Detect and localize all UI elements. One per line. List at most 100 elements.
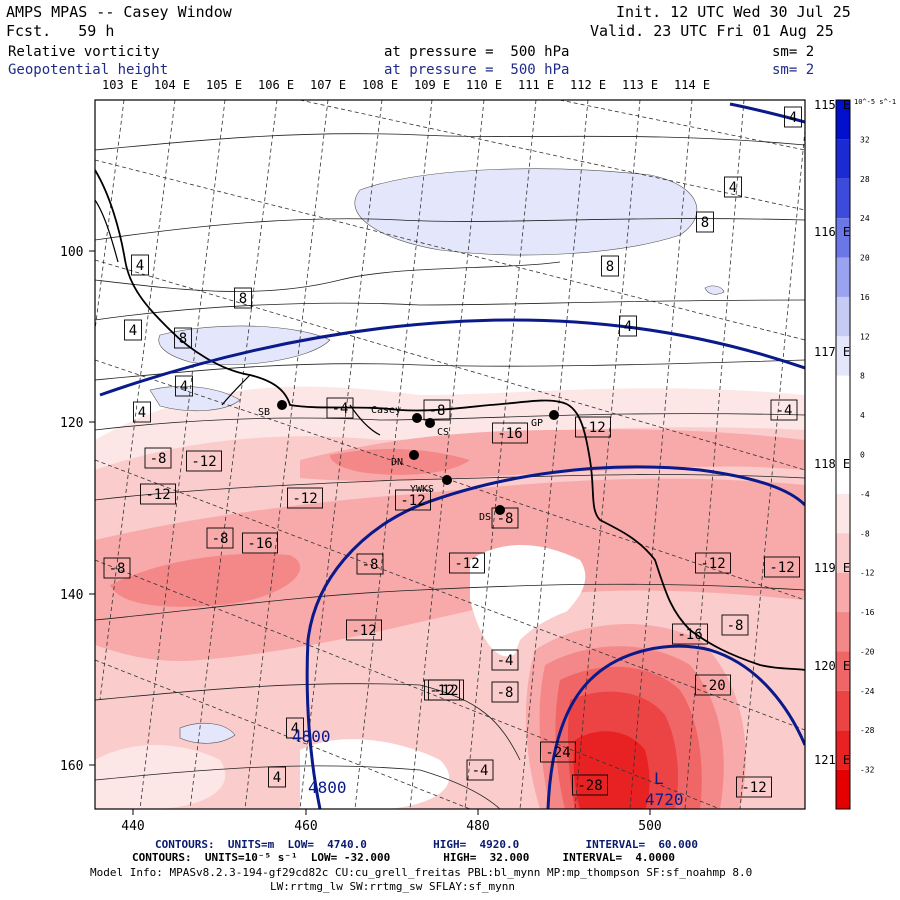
vorticity-label: -12 (186, 450, 222, 472)
y-axis-label-160: 160 (60, 759, 83, 774)
colorbar-tick-label: 16 (860, 293, 870, 302)
vorticity-label: -12 (695, 552, 731, 574)
vorticity-label: -8 (206, 527, 234, 549)
svg-text:-4: -4 (472, 763, 489, 779)
colorbar-tick-label: 24 (860, 214, 870, 223)
vorticity-label: -12 (395, 489, 431, 511)
axis-ticks (89, 250, 651, 815)
svg-text:-20: -20 (700, 678, 725, 694)
vorticity-label: -12 (424, 679, 460, 701)
coastline-secondary (95, 199, 381, 436)
station-dot-gp (549, 410, 559, 420)
lon-label-right: 119 E (814, 561, 850, 575)
vorticity-label: -8 (356, 553, 384, 575)
station-dot-sb (277, 400, 287, 410)
coastline (95, 169, 805, 671)
lon-label-right: 117 E (814, 345, 850, 359)
vorticity-label: -12 (140, 483, 176, 505)
vorticity-label: 4 (268, 766, 286, 788)
svg-text:-12: -12 (429, 683, 454, 699)
colorbar-bin (836, 415, 850, 455)
svg-text:-12: -12 (400, 493, 425, 509)
colorbar-tick-label: 32 (860, 135, 870, 144)
vorticity-labels: 4 4 4 4 4 4 4 4 4 8 8 8 8 -4 -4 -4 -4 -8 -8 -8 -8 -8 -8 -8 -8 -12… (103, 106, 802, 798)
svg-text:-12: -12 (351, 623, 376, 639)
vorticity-label: 4 (724, 176, 742, 198)
station-labels: SB Casey CS GP DN YWKS DS (258, 405, 543, 523)
vorticity-label: -16 (672, 623, 708, 645)
colorbar-bin (836, 454, 850, 494)
vorticity-label: 8 (174, 327, 192, 349)
vorticity-label: 4 (124, 319, 142, 341)
svg-text:4: 4 (273, 770, 281, 786)
svg-text:8: 8 (239, 291, 247, 307)
vorticity-label: 8 (234, 287, 252, 309)
colorbar-tick-label: -24 (860, 687, 875, 696)
vorticity-label: -16 (242, 532, 278, 554)
colorbar-tick-label: 4 (860, 411, 865, 420)
height-contour-4720 (546, 644, 805, 809)
vorticity-label: -8 (491, 507, 519, 529)
colorbar-bin (836, 769, 850, 809)
height-contour-4800-south (305, 465, 805, 809)
svg-text:4: 4 (291, 721, 299, 737)
low-marker: L (654, 769, 664, 788)
lon-label-top: 105 E (206, 78, 242, 92)
svg-text:-12: -12 (580, 420, 605, 436)
svg-text:-4: -4 (776, 403, 793, 419)
svg-text:4: 4 (789, 110, 797, 126)
vorticity-label: -4 (491, 649, 519, 671)
colorbar-bin (836, 612, 850, 652)
svg-text:-12: -12 (292, 491, 317, 507)
svg-text:-12: -12 (741, 780, 766, 796)
vorticity-label: -12 (764, 556, 800, 578)
field2-level: at pressure = 500 hPa (384, 62, 570, 78)
vorticity-contours (95, 133, 805, 809)
vorticity-label: 4 (133, 401, 151, 423)
vorticity-label: -4 (326, 397, 354, 419)
colorbar-bin (836, 375, 850, 416)
vorticity-label: -12 (736, 776, 772, 798)
vorticity-label: -8 (103, 557, 131, 579)
colorbar-bin (836, 730, 850, 770)
colorbar-bin (836, 690, 850, 731)
lon-label-top: 103 E (102, 78, 138, 92)
vorticity-label: -8 (144, 447, 172, 469)
svg-text:-24: -24 (545, 745, 570, 761)
colorbar-tick-label: -16 (860, 608, 875, 617)
svg-text:-12: -12 (145, 487, 170, 503)
y-axis-label-120: 120 (60, 416, 83, 431)
colorbar-tick-label: -20 (860, 647, 875, 656)
geopotential-contours (99, 102, 805, 809)
station-label-ds: DS (479, 512, 491, 523)
y-axis-label-100: 100 (60, 245, 83, 260)
svg-text:-16: -16 (677, 627, 702, 643)
vorticity-label: -20 (695, 674, 731, 696)
x-axis-label-480: 480 (466, 819, 489, 834)
station-label-ywks: YWKS (410, 484, 434, 495)
svg-text:-4: -4 (497, 653, 514, 669)
y-axis-labels: 100 120 140 160 (60, 245, 83, 774)
lon-label-top: 108 E (362, 78, 398, 92)
map-title: AMPS MPAS -- Casey Window (6, 3, 232, 21)
vorticity-label: -28 (572, 774, 608, 796)
vorticity-label: 8 (696, 211, 714, 233)
svg-text:-8: -8 (727, 618, 744, 634)
colorbar-bin (836, 336, 850, 376)
station-dot-casey (412, 413, 422, 423)
vorticity-label: -12 (575, 416, 611, 438)
model-info: Model Info: MPASv8.2.3-194-gf29cd82c CU:… (90, 866, 753, 879)
svg-text:4: 4 (129, 323, 137, 339)
station-label-casey: Casey (371, 405, 401, 416)
colorbar-tick-label: 28 (860, 175, 870, 184)
y-axis-label-140: 140 (60, 588, 83, 603)
valid-time: Valid. 23 UTC Fri 01 Aug 25 (590, 22, 834, 40)
x-axis-label-440: 440 (121, 819, 144, 834)
svg-text:-28: -28 (577, 778, 602, 794)
vorticity-label: -4 (770, 399, 798, 421)
svg-text:4: 4 (624, 319, 632, 335)
lon-label-top: 107 E (310, 78, 346, 92)
lon-label-right: 121 E (814, 753, 850, 767)
forecast-hour: Fcst. 59 h (6, 22, 115, 40)
